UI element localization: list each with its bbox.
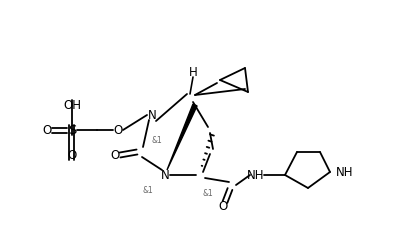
- Text: O: O: [67, 149, 77, 161]
- Text: O: O: [110, 149, 119, 161]
- Text: NH: NH: [335, 165, 353, 179]
- Text: O: O: [42, 124, 51, 137]
- Text: O: O: [113, 124, 122, 137]
- Text: N: N: [147, 109, 156, 121]
- Text: S: S: [68, 124, 76, 137]
- Text: NH: NH: [247, 168, 264, 181]
- Text: &1: &1: [151, 136, 162, 145]
- Text: &1: &1: [142, 185, 153, 195]
- Text: &1: &1: [202, 188, 213, 197]
- Polygon shape: [166, 104, 196, 170]
- Text: N: N: [160, 168, 169, 181]
- Text: OH: OH: [63, 98, 81, 111]
- Text: H: H: [188, 66, 197, 78]
- Text: O: O: [218, 200, 227, 214]
